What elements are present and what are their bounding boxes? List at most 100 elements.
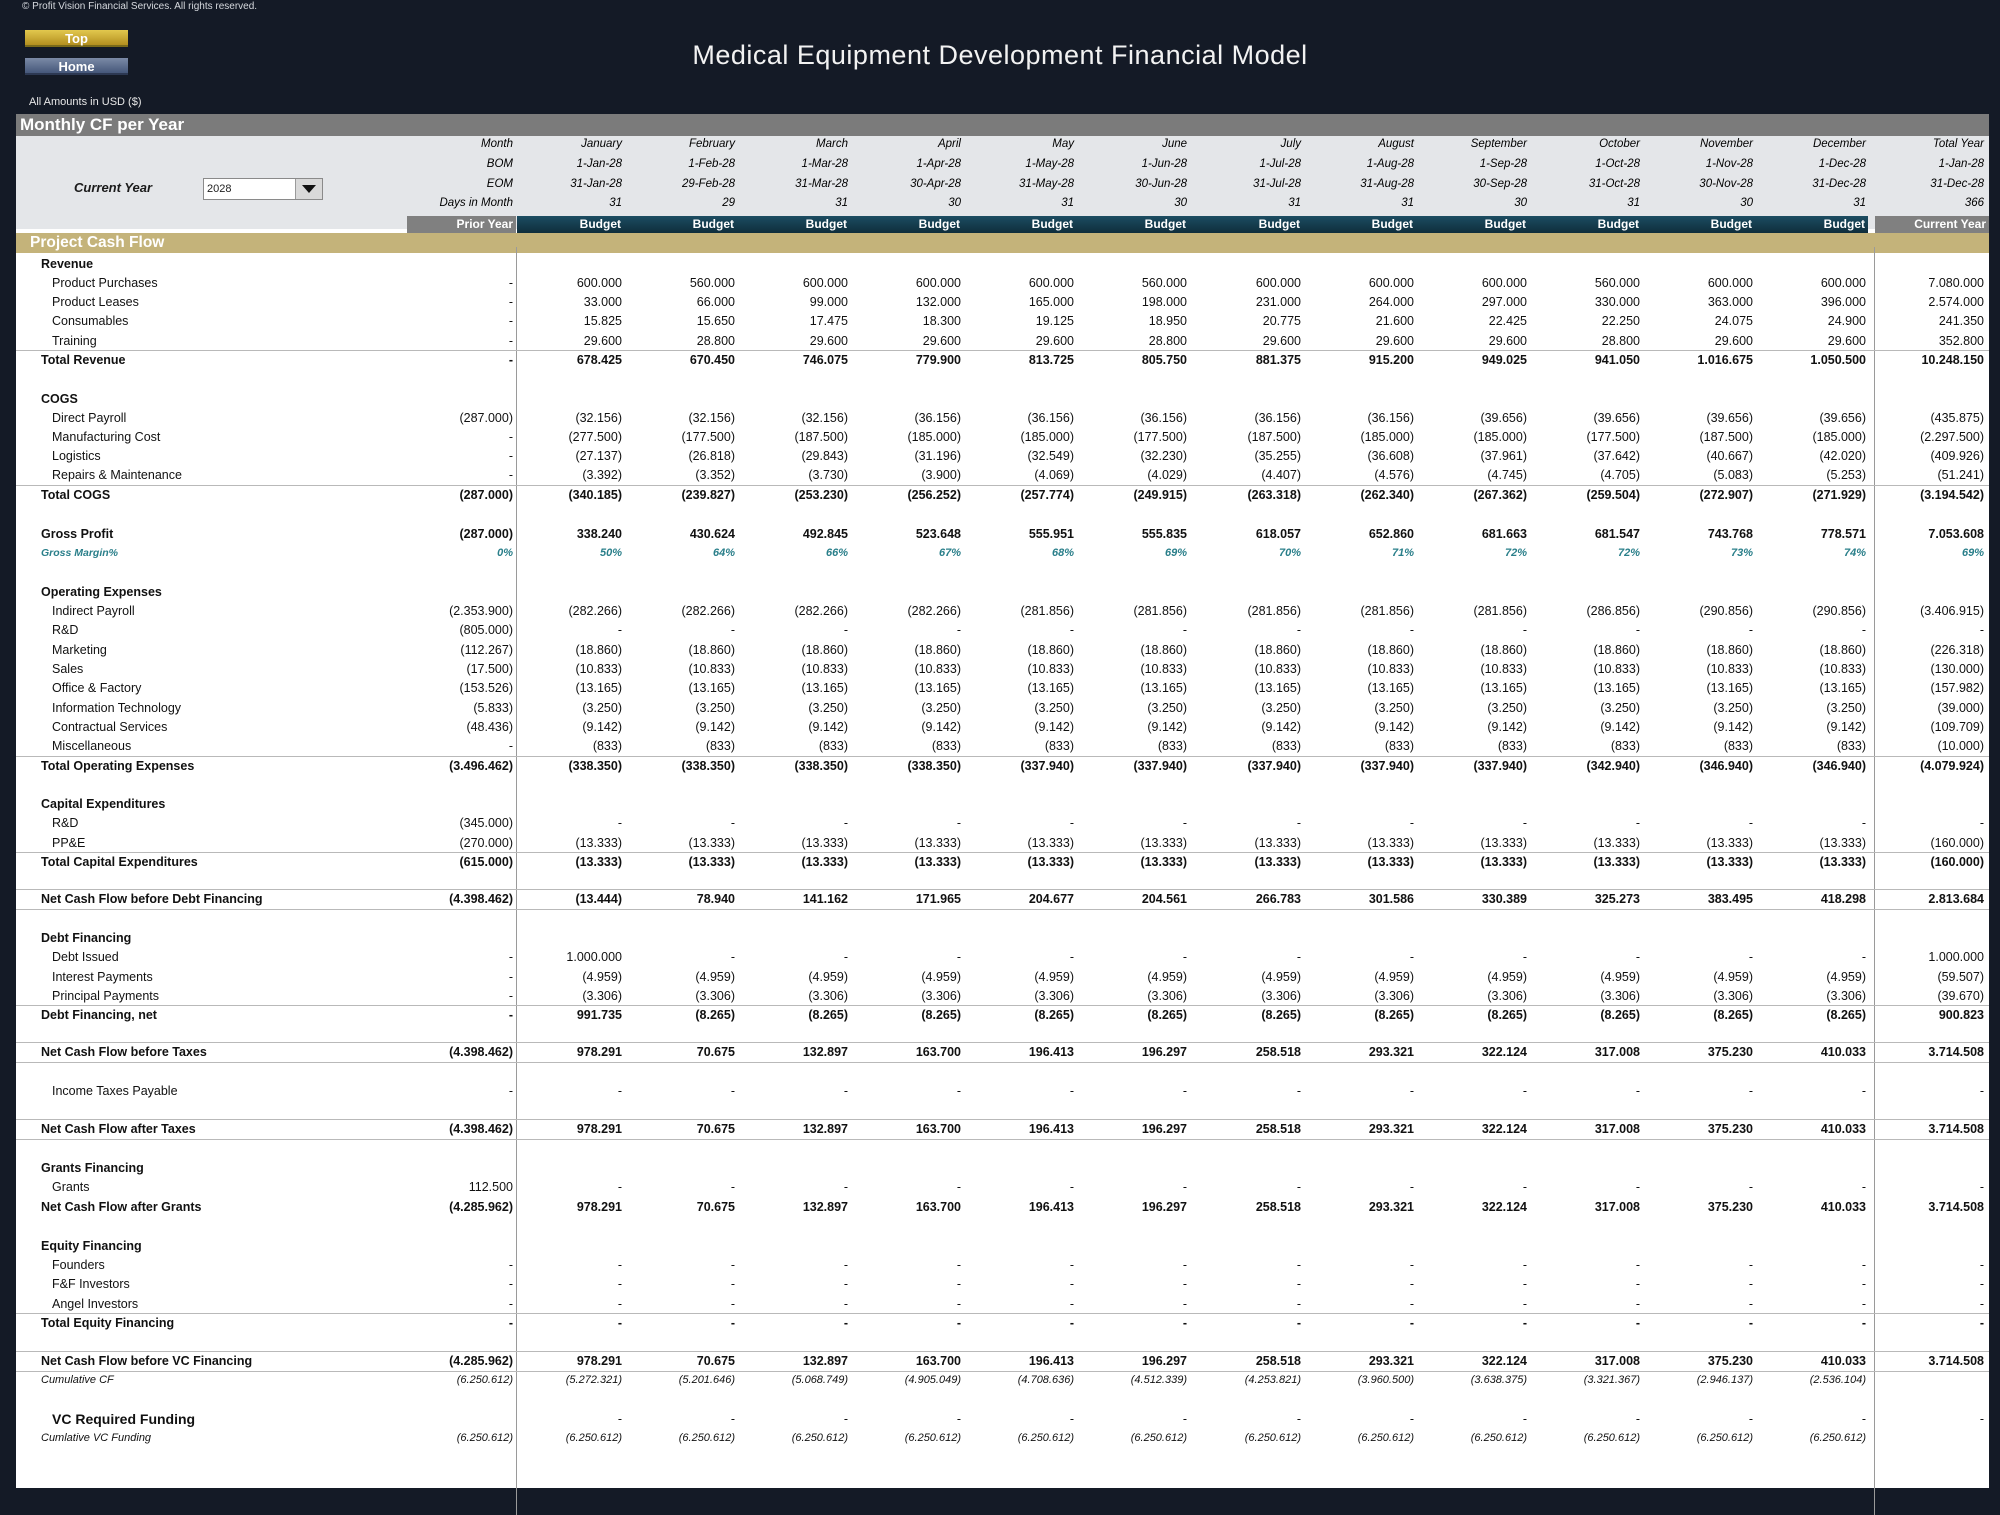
- budget-cell: (337.940): [1473, 759, 1527, 773]
- budget-cell: (177.500): [681, 430, 735, 444]
- budget-cell: -: [1182, 1277, 1187, 1291]
- current-year-cell: 241.350: [1938, 314, 1984, 328]
- prior-year-cell: (287.000): [459, 527, 513, 541]
- budget-cell: 18.950: [1148, 314, 1187, 328]
- budget-cell: -: [1748, 950, 1753, 964]
- budget-cell: (3.250): [1374, 701, 1414, 715]
- budget-cell: 70.675: [696, 1045, 735, 1059]
- budget-cell: 317.008: [1594, 1354, 1640, 1368]
- row-label: Interest Payments: [52, 970, 153, 984]
- budget-cell: (3.306): [1713, 989, 1753, 1003]
- header-cell: 31: [1061, 197, 1074, 209]
- budget-cell: 132.897: [802, 1045, 848, 1059]
- section-title: Monthly CF per Year: [16, 114, 1989, 136]
- header-row-label: EOM: [486, 178, 513, 190]
- budget-cell: -: [1861, 1297, 1866, 1311]
- budget-cell: (26.818): [688, 449, 735, 463]
- current-year-cell: 1.000.000: [1928, 950, 1984, 964]
- column-label: Budget: [963, 216, 1076, 233]
- budget-cell: (3.306): [1826, 989, 1866, 1003]
- budget-cell: (185.000): [1360, 430, 1414, 444]
- budget-cell: -: [956, 1316, 961, 1330]
- budget-cell: (239.827): [681, 488, 735, 502]
- row-label: Manufacturing Cost: [52, 430, 161, 444]
- budget-cell: (185.000): [1812, 430, 1866, 444]
- row-label: Sales: [52, 662, 84, 676]
- budget-cell: -: [956, 1258, 961, 1272]
- budget-cell: (13.333): [914, 836, 961, 850]
- budget-cell: -: [1522, 1316, 1527, 1330]
- table-row: Total Operating Expenses (3.496.462) (338.…: [16, 757, 1989, 776]
- row-label: Capital Expenditures: [41, 797, 166, 811]
- budget-cell: 1.016.675: [1697, 353, 1753, 367]
- net-separator: [16, 1371, 1989, 1372]
- table-row: Income Taxes Payable - - - - - - - - - - - - - -: [16, 1082, 1989, 1101]
- row-label: Consumables: [52, 314, 129, 328]
- budget-cell: 15.825: [583, 314, 622, 328]
- budget-cell: 600.000: [1028, 276, 1074, 290]
- budget-cell: 68%: [1051, 547, 1074, 559]
- budget-cell: 330.389: [1481, 892, 1527, 906]
- budget-cell: (13.165): [575, 681, 622, 695]
- budget-cell: (37.642): [1593, 449, 1640, 463]
- header-cell: 1-Jan-28: [576, 158, 622, 170]
- budget-cell: -: [1409, 950, 1414, 964]
- budget-cell: (4.959): [1713, 970, 1753, 984]
- table-row: Cumulative CF (6.250.612) (5.272.321) (5.20…: [16, 1371, 1989, 1390]
- budget-cell: (3.250): [1826, 701, 1866, 715]
- project-cash-flow-band: Project Cash Flow: [16, 233, 1989, 253]
- row-label: Logistics: [52, 449, 101, 463]
- budget-cell: (40.667): [1706, 449, 1753, 463]
- header-cell: 1-Apr-28: [916, 158, 961, 170]
- current-year-cell: (160.000): [1930, 855, 1984, 869]
- prior-year-cell: (4.398.462): [449, 892, 513, 906]
- budget-cell: 141.162: [802, 892, 848, 906]
- budget-cell: (282.266): [794, 604, 848, 618]
- row-label: Indirect Payroll: [52, 604, 135, 618]
- budget-cell: 652.860: [1368, 527, 1414, 541]
- budget-cell: 50%: [599, 547, 622, 559]
- table-row: Net Cash Flow after Taxes (4.398.462) 978.…: [16, 1120, 1989, 1139]
- current-year-cell: -: [1979, 1316, 1984, 1330]
- budget-cell: (5.253): [1826, 468, 1866, 482]
- table-row: Net Cash Flow before VC Financing (4.285.…: [16, 1352, 1989, 1371]
- row-label: Miscellaneous: [52, 739, 132, 753]
- budget-cell: 196.413: [1028, 1200, 1074, 1214]
- budget-cell: -: [1635, 1316, 1640, 1330]
- budget-cell: (337.940): [1133, 759, 1187, 773]
- budget-cell: (340.185): [568, 488, 622, 502]
- home-button[interactable]: Home: [25, 58, 128, 75]
- table-row: Grants Financing: [16, 1159, 1989, 1178]
- budget-cell: 165.000: [1028, 295, 1074, 309]
- budget-cell: (187.500): [1247, 430, 1301, 444]
- budget-cell: (277.500): [568, 430, 622, 444]
- total-separator: [16, 485, 1989, 486]
- budget-cell: -: [956, 950, 961, 964]
- budget-cell: 779.900: [915, 353, 961, 367]
- budget-cell: 600.000: [915, 276, 961, 290]
- top-button[interactable]: Top: [25, 30, 128, 47]
- budget-cell: -: [1182, 1084, 1187, 1098]
- budget-cell: (13.165): [801, 681, 848, 695]
- budget-cell: 681.663: [1481, 527, 1527, 541]
- total-separator: [16, 756, 1989, 757]
- budget-cell: 29.600: [1262, 334, 1301, 348]
- budget-cell: (3.960.500): [1357, 1374, 1414, 1386]
- chevron-down-icon[interactable]: [295, 179, 322, 199]
- budget-cell: 778.571: [1820, 527, 1866, 541]
- budget-cell: 163.700: [915, 1122, 961, 1136]
- current-year-cell: (3.194.542): [1920, 488, 1984, 502]
- budget-cell: -: [1069, 1412, 1074, 1426]
- current-year-select[interactable]: 2028: [203, 178, 323, 200]
- budget-cell: (4.576): [1374, 468, 1414, 482]
- row-label: R&D: [52, 623, 79, 637]
- budget-cell: (31.196): [914, 449, 961, 463]
- row-label: Net Cash Flow before Taxes: [41, 1045, 207, 1059]
- budget-cell: (833): [705, 739, 735, 753]
- budget-cell: (4.905.049): [904, 1374, 961, 1386]
- budget-cell: -: [1748, 1258, 1753, 1272]
- budget-cell: (27.137): [575, 449, 622, 463]
- current-year-cell: (4.079.924): [1920, 759, 1984, 773]
- header-cell: 31-Oct-28: [1588, 178, 1640, 190]
- budget-cell: (10.833): [1254, 662, 1301, 676]
